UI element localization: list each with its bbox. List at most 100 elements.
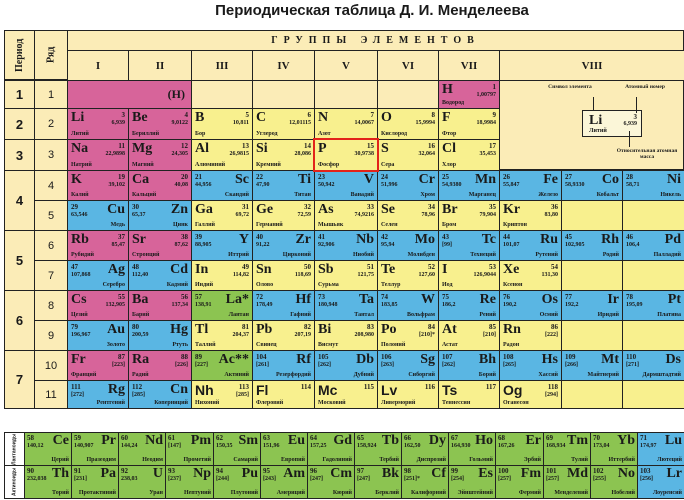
element-cell-lu[interactable]: Lu 71 174,97 Лютеций	[637, 432, 684, 466]
element-cell-rf[interactable]: Rf 104 [261] Резерфордий	[252, 350, 315, 381]
element-cell-cl[interactable]: Cl 17 35,453 Хлор	[438, 139, 500, 171]
element-cell-pu[interactable]: Pu 94 [244] Плутоний	[213, 465, 261, 499]
element-cell-pd[interactable]: Pd 46 106,4 Палладий	[622, 230, 684, 261]
element-cell-rh[interactable]: Rh 45 102,905 Родий	[561, 230, 623, 261]
element-cell-u[interactable]: U 92 238,03 Уран	[118, 465, 166, 499]
element-cell-in[interactable]: In 49 114,82 Индий	[191, 260, 253, 291]
element-cell-n[interactable]: N 7 14,0067 Азот	[314, 108, 378, 140]
element-cell-ag[interactable]: Ag 47 107,868 Серебро	[67, 260, 129, 291]
element-cell-rb[interactable]: Rb 37 85,47 Рубидий	[67, 230, 129, 261]
element-cell-y[interactable]: Y 39 88,905 Иттрий	[191, 230, 253, 261]
element-cell-cf[interactable]: Cf 98 [251]* Калифорний	[401, 465, 449, 499]
element-cell-pr[interactable]: Pr 59 140,907 Празеодим	[71, 432, 119, 466]
element-cell-as[interactable]: As 33 74,9216 Мышьяк	[314, 200, 378, 231]
element-cell-nd[interactable]: Nd 60 144,24 Неодим	[118, 432, 166, 466]
element-cell-cs[interactable]: Cs 55 132,905 Цезий	[67, 290, 129, 321]
element-cell-cd[interactable]: Cd 48 112,40 Кадмий	[128, 260, 192, 291]
element-cell-hg[interactable]: Hg 80 200,59 Ртуть	[128, 320, 192, 351]
element-cell-ni[interactable]: Ni 28 58,71 Никель	[622, 170, 684, 201]
element-cell-au[interactable]: Au 79 196,967 Золото	[67, 320, 129, 351]
element-cell-zn[interactable]: Zn 30 65,37 Цинк	[128, 200, 192, 231]
element-cell-w[interactable]: W 74 183,85 Вольфрам	[377, 290, 439, 321]
element-cell-ge[interactable]: Ge 32 72,59 Германий	[252, 200, 315, 231]
element-cell-ru[interactable]: Ru 44 101,07 Рутений	[499, 230, 562, 261]
element-cell-tm[interactable]: Tm 69 168,934 Тулий	[543, 432, 591, 466]
element-cell-no[interactable]: No 102 [255] Нобелий	[590, 465, 638, 499]
element-cell-hf[interactable]: Hf 72 178,49 Гафний	[252, 290, 315, 321]
element-cell-ir[interactable]: Ir 77 192,2 Иридий	[561, 290, 623, 321]
element-cell-kr[interactable]: Kr 36 83,80 Криптон	[499, 200, 562, 231]
element-cell-sb[interactable]: Sb 51 121,75 Сурьма	[314, 260, 378, 291]
element-cell-k[interactable]: K 19 39,102 Калий	[67, 170, 129, 201]
element-cell-ds[interactable]: Ds 110 [271] Дармштадтий	[622, 350, 684, 381]
element-cell-tl[interactable]: Tl 81 204,37 Таллий	[191, 320, 253, 351]
element-cell-o[interactable]: O 8 15,9994 Кислород	[377, 108, 439, 140]
element-cell-p[interactable]: P 15 30,9738 Фосфор	[313, 138, 379, 172]
element-cell-re[interactable]: Re 75 186,2 Рений	[438, 290, 500, 321]
element-cell-hs[interactable]: Hs 108 [265] Хассий	[499, 350, 562, 381]
element-cell-s[interactable]: S 16 32,064 Сера	[377, 139, 439, 171]
element-cell-lv[interactable]: Lv 116 Ливерморий	[377, 380, 439, 409]
element-cell-sm[interactable]: Sm 62 150,35 Самарий	[213, 432, 261, 466]
element-cell-be[interactable]: Be 4 9,0122 Бериллий	[128, 108, 192, 140]
element-cell-sn[interactable]: Sn 50 118,69 Олово	[252, 260, 315, 291]
element-cell-ba[interactable]: Ba 56 137,34 Барий	[128, 290, 192, 321]
element-cell-se[interactable]: Se 34 78,96 Селен	[377, 200, 439, 231]
element-cell-xe[interactable]: Xe 54 131,30 Ксенон	[499, 260, 562, 291]
element-cell-cu[interactable]: Cu 29 63,546 Медь	[67, 200, 129, 231]
hydrogen-placeholder-cell[interactable]: (H)	[67, 80, 192, 109]
element-cell-bh[interactable]: Bh 107 [262] Борий	[438, 350, 500, 381]
element-cell-v[interactable]: V 23 50,942 Ванадий	[314, 170, 378, 201]
element-cell-tb[interactable]: Tb 65 158,924 Тербий	[354, 432, 402, 466]
element-cell-th[interactable]: Th 90 232,038 Торий	[24, 465, 72, 499]
element-cell-db[interactable]: Db 105 [262] Дубний	[314, 350, 378, 381]
element-cell-pb[interactable]: Pb 82 207,19 Свинец	[252, 320, 315, 351]
element-cell-fe[interactable]: Fe 26 55,847 Железо	[499, 170, 562, 201]
element-cell-tc[interactable]: Tc 43 [99] Технеций	[438, 230, 500, 261]
element-cell-h[interactable]: H 1 1,00797 Водород	[438, 80, 500, 109]
element-cell-nb[interactable]: Nb 41 92,906 Ниобий	[314, 230, 378, 261]
element-cell-sg[interactable]: Sg 106 [263] Сиборгий	[377, 350, 439, 381]
element-cell-dy[interactable]: Dy 66 162,50 Диспрозий	[401, 432, 449, 466]
element-cell-er[interactable]: Er 68 167,26 Эрбий	[495, 432, 544, 466]
element-cell-es[interactable]: Es 99 [254] Эйнштейний	[448, 465, 496, 499]
element-cell-rn[interactable]: Rn 86 [222] Радон	[499, 320, 562, 351]
element-cell-la[interactable]: La* 57 138,91 Лантан	[191, 290, 253, 321]
element-cell-i[interactable]: I 53 126,9044 Иод	[438, 260, 500, 291]
element-cell-pa[interactable]: Pa 91 [231] Протактиний	[71, 465, 119, 499]
element-cell-po[interactable]: Po 84 [210]* Полоний	[377, 320, 439, 351]
element-cell-pt[interactable]: Pt 78 195,09 Платина	[622, 290, 684, 321]
element-cell-te[interactable]: Te 52 127,60 Теллур	[377, 260, 439, 291]
element-cell-ta[interactable]: Ta 73 180,948 Тантал	[314, 290, 378, 321]
element-cell-na[interactable]: Na 11 22,9898 Натрий	[67, 139, 129, 171]
element-cell-rg[interactable]: Rg 111 [272] Рентгений	[67, 380, 129, 409]
element-cell-md[interactable]: Md 101 [257] Менделевий	[543, 465, 591, 499]
element-cell-ac[interactable]: Ac** 89 [227] Актиний	[191, 350, 253, 381]
element-cell-am[interactable]: Am 95 [243] Америций	[260, 465, 308, 499]
element-cell-mg[interactable]: Mg 12 24,305 Магний	[128, 139, 192, 171]
element-cell-ca[interactable]: Ca 20 40,08 Кальций	[128, 170, 192, 201]
element-cell-zr[interactable]: Zr 40 91,22 Цирконий	[252, 230, 315, 261]
element-cell-fr[interactable]: Fr 87 [223] Франций	[67, 350, 129, 381]
element-cell-c[interactable]: C 6 12,01115 Углерод	[252, 108, 315, 140]
element-cell-og[interactable]: Og 118 [294] Оганесон	[499, 380, 562, 409]
element-cell-ra[interactable]: Ra 88 [226] Радий	[128, 350, 192, 381]
element-cell-mn[interactable]: Mn 25 54,9380 Марганец	[438, 170, 500, 201]
element-cell-li[interactable]: Li 3 6,939 Литий	[67, 108, 129, 140]
element-cell-eu[interactable]: Eu 63 151,96 Европий	[260, 432, 308, 466]
element-cell-yb[interactable]: Yb 70 173,04 Иттербий	[590, 432, 638, 466]
element-cell-mc[interactable]: Mc 115 Московий	[314, 380, 378, 409]
element-cell-sr[interactable]: Sr 38 87,62 Стронций	[128, 230, 192, 261]
element-cell-cm[interactable]: Cm 96 [247] Кюрий	[307, 465, 355, 499]
element-cell-cn[interactable]: Cn 112 [285] Коперниций	[128, 380, 192, 409]
element-cell-co[interactable]: Co 27 58,9330 Кобальт	[561, 170, 623, 201]
element-cell-fm[interactable]: Fm 100 [257] Фермий	[495, 465, 544, 499]
element-cell-sc[interactable]: Sc 21 44,956 Скандий	[191, 170, 253, 201]
element-cell-cr[interactable]: Cr 24 51,996 Хром	[377, 170, 439, 201]
element-cell-ts[interactable]: Ts 117 Теннессин	[438, 380, 500, 409]
element-cell-fl[interactable]: Fl 114 Флеровий	[252, 380, 315, 409]
element-cell-f[interactable]: F 9 18,9984 Фтор	[438, 108, 500, 140]
element-cell-gd[interactable]: Gd 64 157,25 Гадолиний	[307, 432, 355, 466]
element-cell-ga[interactable]: Ga 31 69,72 Галлий	[191, 200, 253, 231]
element-cell-si[interactable]: Si 14 28,086 Кремний	[252, 139, 315, 171]
